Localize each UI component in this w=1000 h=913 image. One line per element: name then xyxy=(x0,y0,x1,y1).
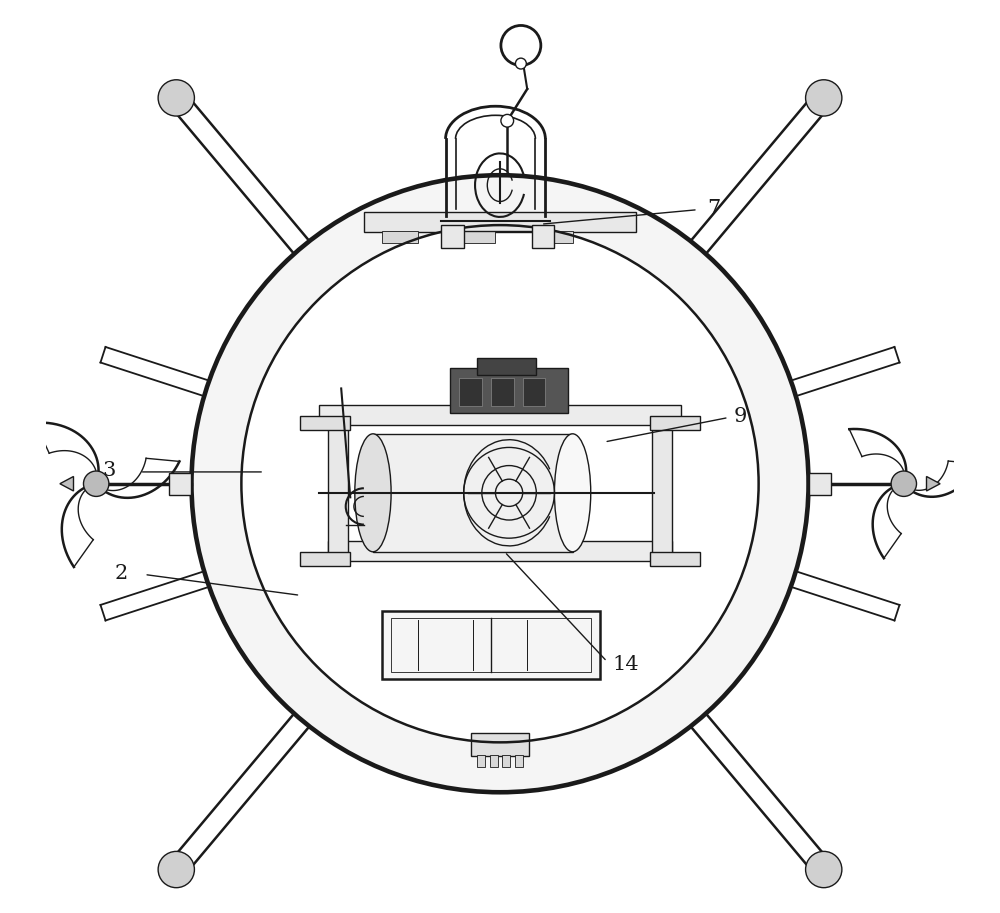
Bar xyxy=(441,226,464,247)
Text: 7: 7 xyxy=(707,199,720,218)
Bar xyxy=(459,379,482,405)
Circle shape xyxy=(158,852,194,887)
Bar xyxy=(391,618,591,672)
Polygon shape xyxy=(926,477,940,491)
Text: 9: 9 xyxy=(734,407,747,426)
Bar xyxy=(515,755,523,767)
Ellipse shape xyxy=(554,434,591,551)
Ellipse shape xyxy=(355,434,391,551)
Bar xyxy=(319,404,681,425)
Bar xyxy=(502,755,510,767)
Bar xyxy=(652,425,672,561)
Bar xyxy=(536,231,573,243)
Bar xyxy=(471,733,529,756)
Bar xyxy=(373,434,573,551)
Bar xyxy=(300,415,350,430)
Bar xyxy=(300,551,350,566)
Bar xyxy=(364,213,636,233)
Bar xyxy=(532,226,554,247)
Bar xyxy=(169,473,191,495)
Bar xyxy=(523,379,545,405)
Text: 3: 3 xyxy=(103,461,116,480)
Bar xyxy=(650,415,700,430)
Circle shape xyxy=(891,471,917,497)
Bar xyxy=(490,755,498,767)
Circle shape xyxy=(246,230,754,738)
Circle shape xyxy=(515,58,526,69)
Bar xyxy=(477,359,536,375)
Bar xyxy=(650,551,700,566)
Circle shape xyxy=(806,852,842,887)
Bar xyxy=(809,473,831,495)
Text: 14: 14 xyxy=(613,655,639,674)
Bar xyxy=(328,425,348,561)
Bar xyxy=(382,611,600,679)
Bar xyxy=(328,540,672,561)
Bar xyxy=(491,379,514,405)
Circle shape xyxy=(158,79,194,116)
Circle shape xyxy=(501,26,541,66)
Polygon shape xyxy=(60,477,74,491)
Bar xyxy=(459,231,495,243)
Circle shape xyxy=(501,114,514,127)
Circle shape xyxy=(83,471,109,497)
Bar xyxy=(450,368,568,413)
Bar xyxy=(382,231,418,243)
Bar xyxy=(477,755,485,767)
Circle shape xyxy=(806,79,842,116)
Text: 2: 2 xyxy=(114,564,128,583)
